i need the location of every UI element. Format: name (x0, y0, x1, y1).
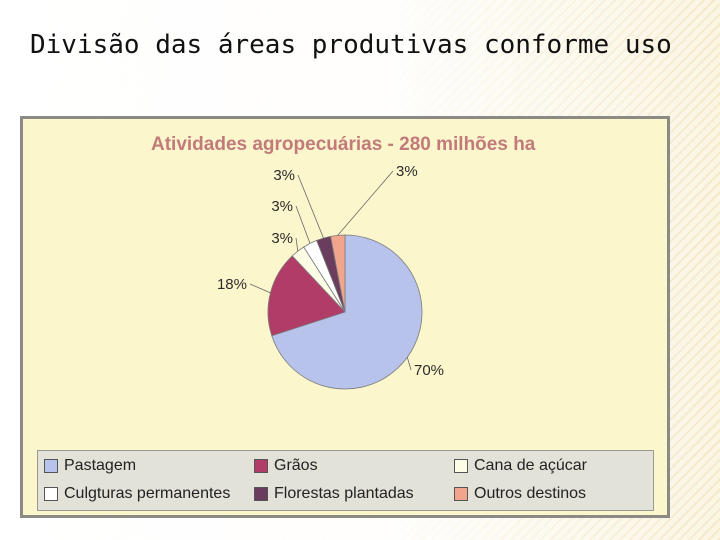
chart-panel: Atividades agropecuárias - 280 milhões h… (23, 119, 667, 515)
pie-label-outros: 3% (396, 163, 418, 180)
legend-swatch (254, 459, 268, 473)
chart-figure: Atividades agropecuárias - 280 milhões h… (20, 116, 670, 518)
pie-label-culturas: 3% (271, 198, 293, 215)
legend-swatch (454, 487, 468, 501)
pie-label-florestas: 3% (273, 167, 295, 184)
legend-swatch (254, 487, 268, 501)
legend-label: Pastagem (64, 457, 137, 474)
leader-line-cana (295, 237, 299, 252)
leader-line-florestas (297, 174, 324, 239)
slide-title: Divisão das áreas produtivas conforme us… (30, 30, 672, 60)
legend-item-culturas: Culgturas permanentes (44, 485, 230, 503)
legend-item-cana: Cana de açúcar (454, 457, 587, 475)
legend-label: Grãos (274, 457, 318, 474)
legend-label: Florestas plantadas (274, 485, 414, 502)
legend-item-pastagem: Pastagem (44, 457, 136, 475)
legend-item-outros: Outros destinos (454, 485, 586, 503)
pie-labels: 70% 18% 3% 3% 3% 3% (217, 163, 444, 379)
leader-line-pastagem (406, 357, 412, 371)
chart-legend: Pastagem Grãos Cana de açúcar Culgturas … (37, 450, 654, 511)
legend-swatch (44, 459, 58, 473)
legend-item-graos: Grãos (254, 457, 318, 475)
legend-item-florestas: Florestas plantadas (254, 485, 414, 503)
pie-label-pastagem: 70% (414, 362, 444, 379)
legend-swatch (44, 487, 58, 501)
pie-slice-pastagem (271, 234, 423, 390)
pie-slices (267, 234, 423, 390)
pie-chart: 70% 18% 3% 3% 3% 3% (217, 163, 444, 390)
leader-line-culturas (295, 205, 311, 244)
legend-swatch (454, 459, 468, 473)
chart-title: Atividades agropecuárias - 280 milhões h… (151, 134, 536, 155)
leader-line-graos (249, 283, 271, 294)
pie-label-cana: 3% (271, 230, 293, 247)
legend-label: Cana de açúcar (474, 457, 587, 474)
legend-label: Outros destinos (474, 485, 587, 502)
pie-leader-lines (249, 170, 412, 371)
leader-line-outros (337, 170, 394, 236)
legend-label: Culgturas permanentes (64, 485, 231, 502)
pie-label-graos: 18% (217, 276, 247, 293)
pie-slice-outros (330, 234, 346, 313)
